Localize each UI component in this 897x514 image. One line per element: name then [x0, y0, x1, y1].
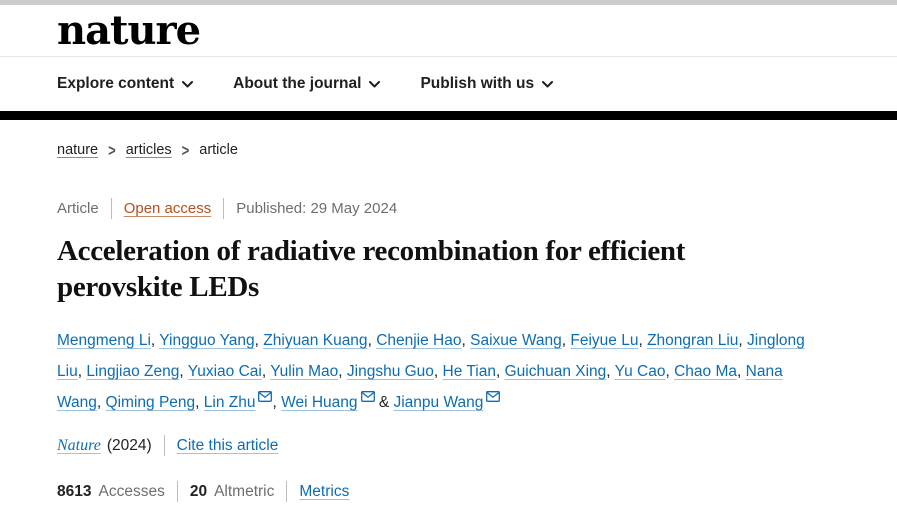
author-link[interactable]: Lin Zhu — [203, 394, 256, 411]
author-list: Mengmeng Li, Yingguo Yang, Zhiyuan Kuang… — [57, 332, 805, 411]
author-link[interactable]: Jinglong Liu — [57, 332, 805, 380]
nav-item-publish-with-us[interactable]: Publish with us — [420, 75, 554, 93]
author-link[interactable]: Jingshu Guo — [346, 363, 434, 380]
separator — [176, 481, 178, 502]
nav-item-about-the-journal[interactable]: About the journal — [233, 75, 381, 93]
nav-item-label: Explore content — [57, 75, 175, 92]
nav-item-label: About the journal — [233, 75, 362, 92]
article-meta-row: Article Open access Published: 29 May 20… — [57, 198, 840, 219]
metrics-link[interactable]: Metrics — [299, 482, 350, 500]
logo-row: nature — [0, 5, 897, 57]
breadcrumb-item-nature[interactable]: nature — [57, 142, 99, 158]
nav-item-explore-content[interactable]: Explore content — [57, 75, 194, 93]
separator — [223, 198, 225, 219]
author-link[interactable]: Yu Cao — [614, 363, 666, 380]
article-title: Acceleration of radiative recombination … — [57, 235, 686, 303]
accesses-count: 8613 — [57, 482, 92, 500]
open-access-link[interactable]: Open access — [123, 200, 212, 217]
author-link[interactable]: Guichuan Xing — [504, 363, 607, 380]
author-link[interactable]: Zhongran Liu — [647, 332, 739, 349]
breadcrumb-separator-icon: > — [181, 140, 190, 160]
author-link[interactable]: Qiming Peng — [105, 394, 196, 411]
chevron-down-icon — [369, 80, 381, 87]
author-link[interactable]: Mengmeng Li — [57, 332, 151, 349]
separator — [110, 198, 112, 219]
author-link[interactable]: Lingjiao Zeng — [86, 363, 180, 380]
chevron-down-icon — [182, 80, 194, 87]
header-black-bar — [0, 111, 897, 120]
altmetric-count: 20 — [189, 482, 208, 500]
author-link[interactable]: Nana Wang — [57, 363, 783, 411]
email-icon[interactable] — [486, 391, 501, 402]
author-link[interactable]: Zhiyuan Kuang — [263, 332, 368, 349]
citation-row: Nature (2024) Cite this article — [57, 435, 840, 456]
breadcrumb-item-articles[interactable]: articles — [125, 142, 172, 158]
breadcrumb-separator-icon: > — [108, 140, 116, 160]
breadcrumb: nature > articles > article — [57, 140, 840, 160]
top-gray-bar — [0, 0, 897, 5]
breadcrumb-item-article: article — [199, 142, 238, 158]
cite-this-article-link[interactable]: Cite this article — [176, 436, 279, 454]
chevron-down-icon — [542, 80, 554, 87]
nav-item-label: Publish with us — [420, 75, 535, 92]
email-icon[interactable] — [360, 391, 375, 402]
author-link[interactable]: Chao Ma — [674, 363, 738, 380]
author-link[interactable]: Yuxiao Cai — [187, 363, 262, 380]
citation-year: (2024) — [106, 436, 152, 454]
author-link[interactable]: Saixue Wang — [470, 332, 562, 349]
metrics-row: 8613 Accesses 20 Altmetric Metrics — [57, 481, 840, 502]
nature-logo[interactable]: nature — [57, 6, 201, 54]
email-icon[interactable] — [258, 391, 273, 402]
article-type-label: Article — [57, 200, 99, 217]
separator — [286, 481, 288, 502]
author-link[interactable]: Wei Huang — [281, 394, 358, 411]
altmetric-label: Altmetric — [214, 482, 275, 500]
published-date: Published: 29 May 2024 — [236, 200, 398, 217]
journal-link[interactable]: Nature — [57, 436, 101, 454]
separator — [163, 435, 165, 456]
author-link[interactable]: Jianpu Wang — [393, 394, 484, 411]
author-link[interactable]: Yulin Mao — [270, 363, 339, 380]
article-header-section: nature > articles > article Article Open acc… — [0, 140, 897, 502]
accesses-label: Accesses — [98, 482, 165, 500]
author-link[interactable]: He Tian — [442, 363, 496, 380]
site-header: nature Explore content About the journal P… — [0, 0, 897, 120]
author-link[interactable]: Yingguo Yang — [159, 332, 255, 349]
author-link[interactable]: Feiyue Lu — [570, 332, 639, 349]
main-nav: Explore content About the journal Publish … — [0, 57, 897, 111]
author-link[interactable]: Chenjie Hao — [376, 332, 462, 349]
